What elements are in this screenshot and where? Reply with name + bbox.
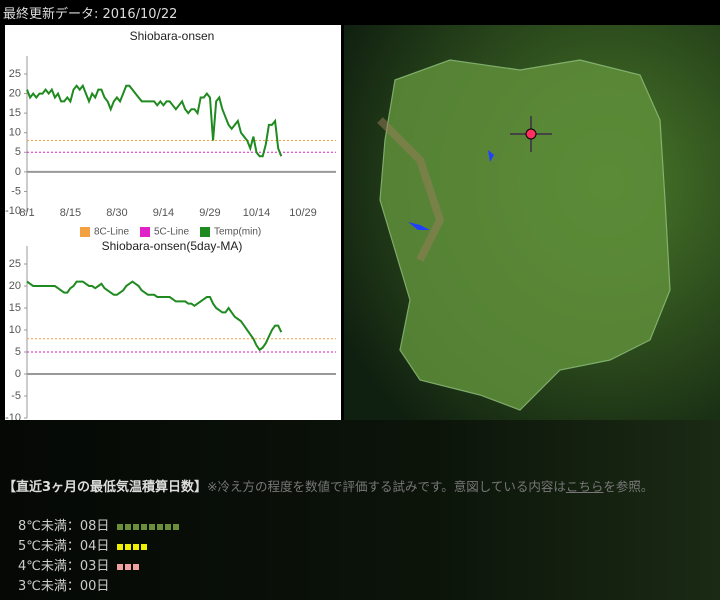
count-text: 5℃未満：04日 (18, 539, 110, 554)
summary-title: 【直近3ヶ月の最低気温積算日数】 (3, 480, 208, 495)
y-tick-label: 15 (9, 302, 21, 314)
day-square (141, 544, 148, 550)
y-tick-label: 10 (9, 127, 21, 139)
note: ※冷え方の程度を数値で評価する試みです。意図している内容は (207, 479, 566, 494)
legend-swatch (200, 227, 210, 237)
last-updated: 最終更新データ: 2016/10/22 (3, 7, 178, 22)
day-square (125, 524, 132, 530)
day-square (117, 544, 124, 550)
y-tick-label: 5 (15, 146, 21, 158)
data-line (26, 280, 283, 352)
y-tick-label: -5 (11, 390, 21, 402)
count-row: 8℃未満：08日 (18, 515, 180, 534)
day-square (149, 524, 156, 530)
day-square (125, 544, 132, 550)
legend-label: 8C-Line (94, 227, 129, 238)
legend-label: Temp(min) (214, 227, 261, 238)
day-square (173, 524, 180, 530)
legend-swatch (80, 227, 90, 237)
chart-panel (5, 25, 341, 420)
day-square (157, 524, 164, 530)
count-row: 4℃未満：03日 (18, 555, 140, 574)
day-square (165, 524, 172, 530)
count-text: 8℃未満：08日 (18, 519, 110, 534)
y-tick-label: 10 (9, 324, 21, 336)
x-tick-label: 8/1 (19, 419, 34, 420)
x-tick-label: 8/15 (60, 419, 81, 420)
count-text: 3℃未満：00日 (18, 579, 110, 594)
day-square (117, 564, 124, 570)
x-tick-label: 8/1 (19, 207, 34, 219)
legend-swatch (140, 227, 150, 237)
summary: 【直近3ヶ月の最低気温積算日数】※冷え方の程度を数値で評価する試みです。意図して… (0, 420, 720, 600)
note-end: を参照。 (603, 479, 654, 494)
y-tick-label: 20 (9, 280, 21, 292)
count-row: 5℃未満：04日 (18, 535, 148, 554)
y-tick-label: -10 (5, 205, 21, 217)
link[interactable]: こちら (565, 479, 604, 494)
x-tick-label: 9/14 (153, 207, 174, 219)
x-tick-label: 8/30 (106, 207, 127, 219)
x-tick-label: 10/29 (289, 419, 317, 420)
chart-title: Shiobara-onsen(5day-MA) (102, 239, 243, 253)
x-tick-label: 8/15 (60, 207, 81, 219)
day-square (141, 524, 148, 530)
day-square (133, 524, 140, 530)
y-tick-label: 25 (9, 68, 21, 80)
y-tick-label: -10 (5, 412, 21, 420)
map (344, 25, 720, 420)
y-tick-label: 0 (15, 166, 21, 178)
y-tick-label: 20 (9, 87, 21, 99)
legend-label: 5C-Line (154, 227, 189, 238)
x-tick-label: 9/14 (153, 419, 174, 420)
day-square (133, 544, 140, 550)
x-tick-label: 10/14 (243, 207, 271, 219)
x-tick-label: 9/29 (199, 207, 220, 219)
x-tick-label: 10/14 (243, 419, 271, 420)
y-tick-label: 0 (15, 368, 21, 380)
count-row: 3℃未満：00日 (18, 575, 115, 594)
summary-text: 【直近3ヶ月の最低気温積算日数】※冷え方の程度を数値で評価する試みです。意図して… (3, 476, 653, 495)
x-tick-label: 9/29 (199, 419, 220, 420)
count-text: 4℃未満：03日 (18, 559, 110, 574)
y-tick-label: 25 (9, 258, 21, 270)
day-square (117, 524, 124, 530)
x-tick-label: 10/29 (289, 207, 317, 219)
data-line (26, 83, 283, 158)
y-tick-label: 15 (9, 107, 21, 119)
day-square (125, 564, 132, 570)
y-tick-label: 5 (15, 346, 21, 358)
y-tick-label: -5 (11, 185, 21, 197)
chart-title: Shiobara-onsen (130, 29, 215, 43)
x-tick-label: 8/30 (106, 419, 127, 420)
day-square (133, 564, 140, 570)
